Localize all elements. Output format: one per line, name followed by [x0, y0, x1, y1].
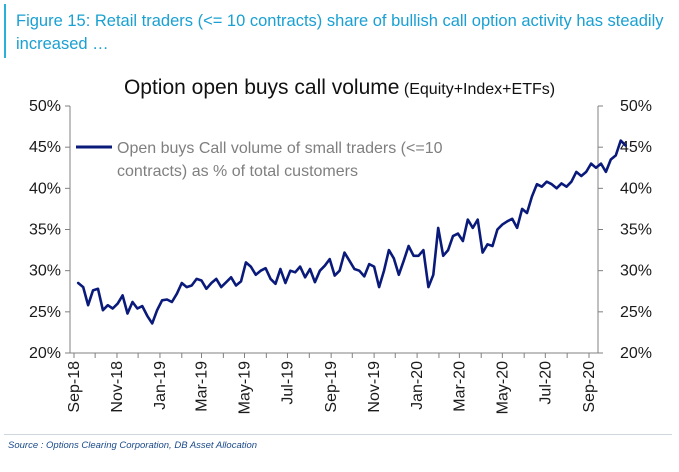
x-tick-label: Sep-18 — [66, 361, 83, 413]
y-tick-label-right: 50% — [620, 98, 652, 115]
legend-label-line2: contracts) as % of total customers — [117, 163, 358, 180]
y-tick-label-left: 50% — [29, 98, 61, 115]
source-note: Source : Options Clearing Corporation, D… — [8, 440, 258, 451]
y-tick-label-right: 20% — [620, 345, 652, 362]
y-tick-label-right: 45% — [620, 139, 652, 156]
chart-subtitle: (Equity+Index+ETFs) — [403, 81, 556, 98]
y-tick-label-right: 25% — [620, 304, 652, 321]
x-tick-label: Mar-19 — [194, 361, 211, 412]
figure-title: Figure 15: Retail traders (<= 10 contrac… — [16, 12, 664, 53]
x-tick-label: Jan-19 — [152, 361, 169, 410]
y-tick-label-right: 40% — [620, 180, 652, 197]
x-tick-label: May-19 — [236, 361, 253, 414]
x-tick-label: Sep-20 — [581, 361, 598, 413]
x-tick-label: Nov-18 — [109, 361, 126, 413]
figure-header: Figure 15: Retail traders (<= 10 contrac… — [4, 4, 674, 58]
chart-title-block: Option open buys call volume (Equity+Ind… — [0, 76, 679, 100]
y-tick-label-left: 35% — [29, 222, 61, 239]
x-tick-label: Sep-19 — [323, 361, 340, 413]
y-tick-label-left: 45% — [29, 139, 61, 156]
series-line-small-traders — [76, 139, 627, 325]
y-tick-label-left: 20% — [29, 345, 61, 362]
y-tick-label-right: 35% — [620, 222, 652, 239]
y-tick-label-left: 30% — [29, 263, 61, 280]
y-tick-label-left: 25% — [29, 304, 61, 321]
x-tick-label: Mar-20 — [451, 361, 468, 412]
x-tick-label: Jul-19 — [279, 361, 296, 405]
chart-title: Option open buys call volume — [123, 76, 400, 99]
legend-label-line1: Open buys Call volume of small traders (… — [117, 140, 443, 157]
source-divider — [4, 434, 672, 435]
x-tick-label: Jul-20 — [537, 361, 554, 405]
x-tick-label: May-20 — [494, 361, 511, 414]
y-tick-label-right: 30% — [620, 263, 652, 280]
x-tick-label: Jan-20 — [409, 361, 426, 410]
x-tick-label: Nov-19 — [366, 361, 383, 413]
y-tick-label-left: 40% — [29, 180, 61, 197]
